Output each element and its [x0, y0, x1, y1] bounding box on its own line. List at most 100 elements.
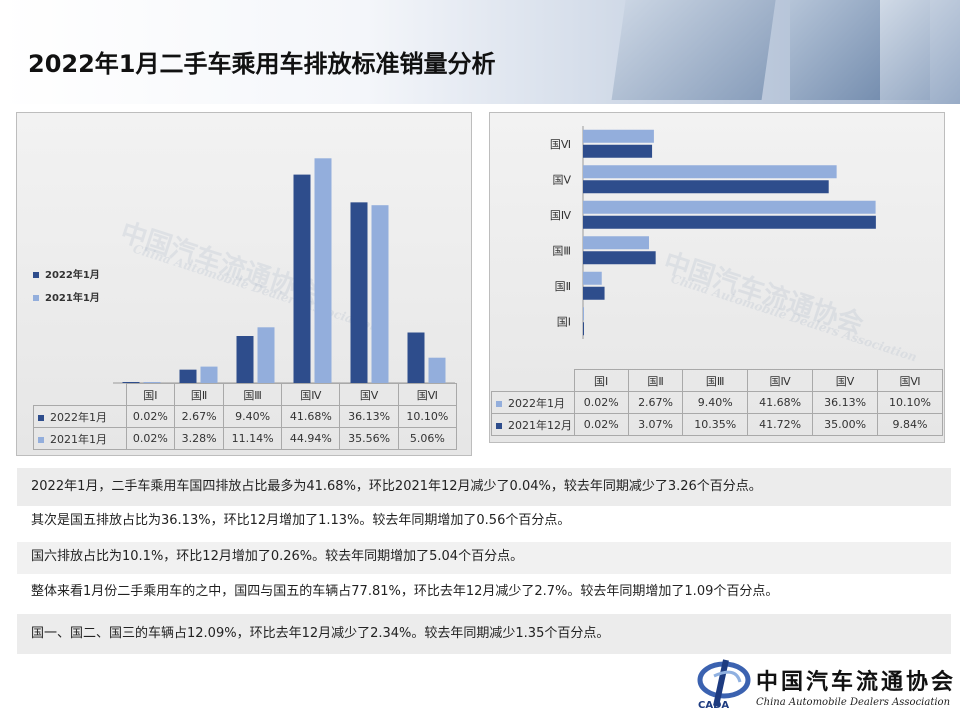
- data-table-left: 国Ⅰ 国Ⅱ 国Ⅲ 国Ⅳ 国Ⅴ 国Ⅵ 2022年1月 0.02% 2.67% 9.…: [33, 383, 458, 450]
- y-tick-label: 国Ⅲ: [552, 244, 571, 257]
- page-title: 2022年1月二手车乘用车排放标准销量分析: [28, 50, 496, 78]
- series-label: 2021年12月: [508, 418, 572, 432]
- table-cell: 10.35%: [682, 413, 749, 436]
- y-tick-label: 国Ⅴ: [552, 173, 571, 186]
- table-cell: 0.02%: [573, 413, 629, 436]
- table-cell: 9.40%: [222, 405, 283, 428]
- legend-item: 2022年1月: [33, 266, 100, 281]
- cada-emblem-icon: [697, 659, 751, 707]
- bar: [583, 271, 602, 285]
- table-cell: 9.40%: [682, 391, 749, 414]
- table-cell: 41.68%: [747, 391, 814, 414]
- data-table-right: 国Ⅰ 国Ⅱ 国Ⅲ 国Ⅳ 国Ⅴ 国Ⅵ 2022年1月 0.02% 2.67% 9.…: [491, 369, 943, 436]
- logo-abbr: CADA: [698, 700, 730, 711]
- table-cell: 44.94%: [281, 427, 341, 450]
- table-cell: 3.07%: [627, 413, 684, 436]
- legend-label: 2021年1月: [45, 293, 100, 304]
- bar: [143, 382, 161, 383]
- y-tick-label: 国Ⅰ: [557, 315, 571, 328]
- table-header-cell: 国Ⅳ: [281, 383, 341, 406]
- legend-swatch: [38, 436, 44, 443]
- bar: [257, 327, 275, 383]
- table-row: 2021年1月 0.02% 3.28% 11.14% 44.94% 35.56%…: [33, 427, 458, 450]
- table-cell: 10.10%: [877, 391, 943, 414]
- bar: [314, 158, 332, 383]
- analysis-text: 国一、国二、国三的车辆占12.09%，环比去年12月减少了2.34%。较去年同期…: [17, 614, 951, 654]
- table-cell: 41.72%: [747, 413, 814, 436]
- table-header-cell: 国Ⅴ: [812, 369, 879, 392]
- table-header-row: 国Ⅰ 国Ⅱ 国Ⅲ 国Ⅳ 国Ⅴ 国Ⅵ: [492, 369, 943, 392]
- table-cell: 0.02%: [125, 427, 176, 450]
- bar: [583, 307, 584, 321]
- bar: [200, 366, 218, 383]
- table-row-header: 2022年1月: [491, 391, 575, 414]
- bar: [236, 336, 254, 383]
- table-cell: 35.00%: [812, 413, 879, 436]
- bar: [583, 165, 837, 179]
- header-banner: 2022年1月二手车乘用车排放标准销量分析: [0, 0, 960, 104]
- bar: [371, 205, 389, 383]
- table-header-cell: 国Ⅰ: [573, 369, 629, 392]
- bar: [583, 236, 649, 250]
- table-cell: 35.56%: [339, 427, 399, 450]
- table-header-cell: 国Ⅰ: [125, 383, 176, 406]
- legend-swatch: [496, 400, 502, 407]
- bar: [122, 382, 140, 383]
- vertical-bar-chart: [113, 158, 455, 384]
- association-logo: CADA 中国汽车流通协会 China Automobile Dealers A…: [696, 656, 954, 716]
- table-cell: 10.10%: [397, 405, 458, 428]
- y-tick-label: 国Ⅱ: [555, 280, 571, 293]
- series-label: 2022年1月: [50, 410, 107, 424]
- bar: [583, 215, 876, 229]
- table-row-header: 2021年1月: [33, 427, 127, 450]
- bar: [350, 202, 368, 383]
- table-cell: 5.06%: [397, 427, 458, 450]
- bar: [428, 357, 446, 383]
- table-row: 2021年12月 0.02% 3.07% 10.35% 41.72% 35.00…: [491, 413, 943, 436]
- chart-panel-left: 中国汽车流通协会 China Automobile Dealers Associ…: [16, 112, 472, 456]
- table-header-cell: 国Ⅵ: [397, 383, 458, 406]
- y-tick-label: 国Ⅵ: [550, 138, 571, 151]
- table-header-cell: 国Ⅱ: [627, 369, 684, 392]
- table-cell: 11.14%: [222, 427, 283, 450]
- bar: [583, 180, 829, 194]
- table-cell: 9.84%: [877, 413, 943, 436]
- table-cell: 41.68%: [281, 405, 341, 428]
- table-cell: 3.28%: [174, 427, 224, 450]
- analysis-text: 2022年1月，二手车乘用车国四排放占比最多为41.68%，环比2021年12月…: [17, 468, 951, 506]
- series-label: 2021年1月: [50, 432, 107, 446]
- legend-label: 2022年1月: [45, 270, 100, 281]
- bar: [583, 144, 653, 158]
- bar: [583, 129, 654, 143]
- table-header-cell: 国Ⅵ: [877, 369, 943, 392]
- legend-swatch: [33, 272, 39, 278]
- table-cell: 2.67%: [627, 391, 684, 414]
- legend-swatch: [33, 295, 39, 301]
- horizontal-bar-chart: 国Ⅵ 国Ⅴ 国Ⅳ 国Ⅲ 国Ⅱ 国Ⅰ: [550, 126, 876, 339]
- table-cell: 36.13%: [339, 405, 399, 428]
- bar: [583, 286, 605, 300]
- bar: [583, 200, 876, 214]
- y-tick-label: 国Ⅳ: [550, 209, 572, 222]
- table-row: 2022年1月 0.02% 2.67% 9.40% 41.68% 36.13% …: [33, 405, 458, 428]
- header-decoration: [611, 0, 779, 100]
- table-header-cell: 国Ⅲ: [682, 369, 749, 392]
- table-cell: 0.02%: [125, 405, 176, 428]
- table-cell: 2.67%: [174, 405, 224, 428]
- bar: [179, 369, 197, 383]
- legend-item: 2021年1月: [33, 289, 100, 304]
- table-row-header: 2022年1月: [33, 405, 127, 428]
- header-decoration: [880, 0, 960, 104]
- logo-text-en: China Automobile Dealers Association: [756, 697, 951, 708]
- series-label: 2022年1月: [508, 396, 565, 410]
- bar: [407, 332, 425, 383]
- table-header-cell: 国Ⅳ: [747, 369, 814, 392]
- analysis-text: 其次是国五排放占比为36.13%，环比12月增加了1.13%。较去年同期增加了0…: [17, 506, 951, 542]
- table-header-row: 国Ⅰ 国Ⅱ 国Ⅲ 国Ⅳ 国Ⅴ 国Ⅵ: [34, 383, 458, 406]
- analysis-text: 整体来看1月份二手乘用车的之中，国四与国五的车辆占77.81%，环比去年12月减…: [17, 576, 951, 612]
- bar: [583, 251, 656, 265]
- table-cell: 0.02%: [573, 391, 629, 414]
- legend-swatch: [38, 414, 44, 421]
- table-header-cell: 国Ⅲ: [222, 383, 283, 406]
- table-cell: 36.13%: [812, 391, 879, 414]
